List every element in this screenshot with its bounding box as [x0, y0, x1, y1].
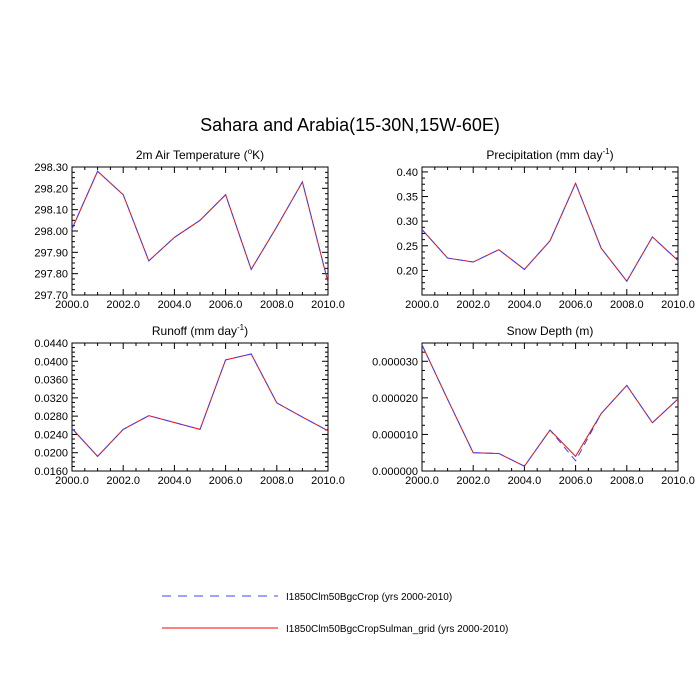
series-sulman-line: [421, 344, 679, 467]
series-sulman-line: [71, 353, 329, 458]
x-tick-label: 2006.0: [559, 475, 593, 487]
y-tick-label: 298.00: [34, 226, 68, 238]
x-tick-label: 2004.0: [158, 475, 192, 487]
panel-2: Precipitation (mm day-1) 2000.0 2002.0 2004…: [397, 147, 695, 311]
y-tick-label: 0.000030: [372, 356, 418, 368]
x-tick-label: 2000.0: [405, 299, 439, 311]
panel-title-main: Runoff (mm day: [152, 324, 237, 338]
panel-3: Runoff (mm day-1) 2000.0 2002.0 2004.0 2006.…: [34, 323, 344, 487]
y-tick-label: 297.90: [34, 247, 68, 259]
x-tick-label: 2006.0: [559, 299, 593, 311]
panel-title-sup: o: [248, 147, 253, 156]
x-tick-label: 2008.0: [260, 475, 294, 487]
panel-4: Snow Depth (m) 2000.0 2002.0 2004.0 2006.0 20…: [372, 324, 695, 487]
y-tick-label: 0.30: [397, 216, 418, 228]
x-tick-label: 2004.0: [158, 299, 192, 311]
plot-frame: [421, 342, 679, 472]
y-tick-label: 0.0240: [34, 429, 68, 441]
x-tick-label: 2010.0: [311, 475, 345, 487]
plot-frame: [421, 166, 679, 296]
panel-title-sup: -1: [602, 147, 610, 156]
y-tick-label: 297.80: [34, 269, 68, 281]
x-tick-label: 2002.0: [106, 299, 140, 311]
y-tick-label: 298.20: [34, 183, 68, 195]
x-tick-label: 2006.0: [209, 475, 243, 487]
legend: I1850Clm50BgcCrop (yrs 2000-2010) I1850C…: [162, 592, 508, 635]
panel-title: Precipitation (mm day-1): [486, 147, 613, 162]
panel-title-sup: -1: [237, 323, 245, 332]
x-tick-label: 2010.0: [661, 475, 695, 487]
series-control-line: [421, 181, 679, 283]
series-control-line: [71, 353, 329, 458]
x-tick-label: 2000.0: [405, 475, 439, 487]
y-tick-label: 0.0200: [34, 448, 68, 460]
panel-title-main: Precipitation (mm day: [486, 148, 602, 162]
y-tick-label: 0.40: [397, 167, 418, 179]
series-control-line: [71, 170, 329, 283]
panel-title-main: Snow Depth (m): [507, 324, 594, 338]
legend-label-sulman: I1850Clm50BgcCropSulman_grid (yrs 2000-2…: [286, 624, 508, 635]
y-tick-label: 0.0320: [34, 393, 68, 405]
plot-frame: [71, 166, 329, 296]
series-sulman-line: [421, 181, 679, 283]
x-tick-label: 2006.0: [209, 299, 243, 311]
panel-title: Snow Depth (m): [507, 324, 594, 338]
y-tick-label: 0.0400: [34, 356, 68, 368]
y-tick-label: 0.35: [397, 192, 418, 204]
panels: 2m Air Temperature (oK) 2000.0 2002.0 2004.…: [34, 147, 694, 487]
panel-title-unit: ): [610, 148, 614, 162]
plot-frame: [71, 342, 329, 472]
y-tick-label: 0.000020: [372, 393, 418, 405]
y-tick-label: 0.25: [397, 241, 418, 253]
panel-1: 2m Air Temperature (oK) 2000.0 2002.0 2004.…: [34, 147, 344, 311]
x-tick-label: 2008.0: [610, 299, 644, 311]
x-tick-label: 2008.0: [610, 475, 644, 487]
panel-title: Runoff (mm day-1): [152, 323, 248, 338]
x-tick-label: 2002.0: [106, 475, 140, 487]
y-tick-label: 297.70: [34, 290, 68, 302]
y-tick-label: 298.10: [34, 205, 68, 217]
y-tick-label: 0.0360: [34, 375, 68, 387]
series-control-line: [421, 344, 679, 467]
x-tick-label: 2010.0: [311, 299, 345, 311]
series-sulman-line: [71, 170, 329, 283]
x-tick-label: 2000.0: [55, 299, 89, 311]
panel-title-unit: K): [252, 148, 264, 162]
panel-title: 2m Air Temperature (oK): [136, 147, 264, 162]
x-tick-label: 2008.0: [260, 299, 294, 311]
y-tick-label: 0.0280: [34, 411, 68, 423]
panel-title-main: 2m Air Temperature (: [136, 148, 248, 162]
y-tick-label: 0.000000: [372, 466, 418, 478]
y-tick-label: 0.0160: [34, 466, 68, 478]
y-tick-label: 0.000010: [372, 429, 418, 441]
panel-title-unit: ): [244, 324, 248, 338]
legend-label-control: I1850Clm50BgcCrop (yrs 2000-2010): [286, 592, 452, 603]
x-tick-label: 2004.0: [508, 299, 542, 311]
figure-title: Sahara and Arabia(15-30N,15W-60E): [200, 115, 500, 135]
y-tick-label: 0.20: [397, 265, 418, 277]
x-tick-label: 2002.0: [456, 299, 490, 311]
x-tick-label: 2000.0: [55, 475, 89, 487]
x-tick-label: 2002.0: [456, 475, 490, 487]
x-tick-label: 2004.0: [508, 475, 542, 487]
y-tick-label: 298.30: [34, 162, 68, 174]
x-tick-label: 2010.0: [661, 299, 695, 311]
y-tick-label: 0.0440: [34, 338, 68, 350]
